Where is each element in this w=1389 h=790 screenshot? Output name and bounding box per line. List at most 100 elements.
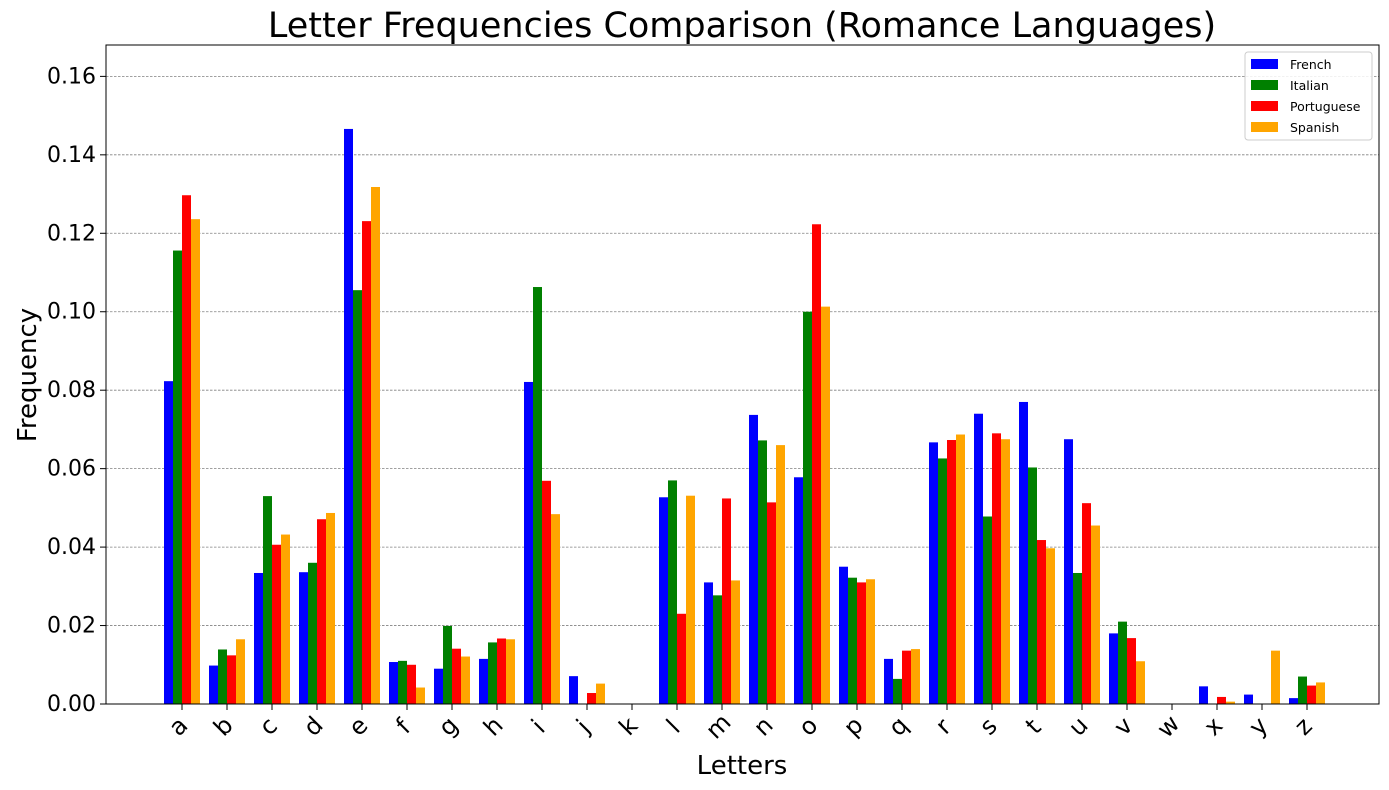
y-axis-ticks: 0.00 0.02 0.04 0.06 0.08 0.10 0.12 0.14 0.16 (47, 64, 106, 717)
bar-italian-n (758, 440, 767, 704)
bar-italian-l (668, 480, 677, 704)
bar-spanish-d (326, 512, 335, 704)
y-tick-label: 0.16 (47, 64, 96, 89)
bar-spanish-t (1046, 548, 1055, 704)
bar-french-s (974, 413, 983, 704)
y-axis-label: Frequency (13, 308, 43, 442)
bar-portuguese-x (1217, 696, 1226, 704)
bar-spanish-m (731, 580, 740, 704)
bar-italian-g (443, 625, 452, 704)
bar-portuguese-t (1037, 540, 1046, 704)
bar-italian-z (1298, 676, 1307, 704)
y-tick-label: 0.00 (47, 692, 96, 717)
bar-italian-m (713, 595, 722, 704)
bar-portuguese-d (317, 519, 326, 704)
bar-portuguese-c (272, 544, 281, 704)
x-axis-label: Letters (697, 751, 788, 781)
bar-spanish-n (776, 445, 785, 704)
bar-french-q (884, 658, 893, 704)
bar-italian-p (848, 577, 857, 704)
bar-spanish-i (551, 514, 560, 704)
bar-french-g (434, 668, 443, 704)
bar-french-m (704, 582, 713, 704)
bar-portuguese-g (452, 648, 461, 704)
chart-title: Letter Frequencies Comparison (Romance L… (268, 6, 1216, 46)
legend-swatch-italian (1251, 80, 1278, 90)
bar-spanish-x (1226, 701, 1235, 704)
bar-portuguese-j (587, 693, 596, 704)
bar-french-u (1064, 439, 1073, 704)
bar-french-d (299, 572, 308, 704)
bar-portuguese-m (722, 498, 731, 704)
y-tick-label: 0.10 (47, 300, 96, 325)
bar-portuguese-v (1127, 638, 1136, 704)
bar-spanish-v (1136, 661, 1145, 704)
legend: French Italian Portuguese Spanish (1244, 51, 1373, 141)
bar-italian-s (983, 516, 992, 704)
bar-spanish-b (236, 639, 245, 704)
bar-portuguese-q (902, 650, 911, 704)
y-tick-label: 0.14 (47, 143, 96, 168)
bar-spanish-q (911, 649, 920, 704)
legend-swatch-portuguese (1251, 101, 1278, 111)
legend-label-spanish: Spanish (1290, 120, 1339, 135)
bar-portuguese-a (182, 195, 191, 704)
bar-spanish-g (461, 656, 470, 704)
bar-spanish-f (416, 687, 425, 704)
bar-portuguese-o (812, 224, 821, 705)
bar-french-x (1199, 686, 1208, 704)
bar-italian-o (803, 311, 812, 704)
bar-italian-q (893, 678, 902, 704)
bar-french-z (1289, 698, 1298, 704)
bar-french-t (1019, 401, 1028, 704)
bar-portuguese-l (677, 613, 686, 704)
bar-portuguese-f (407, 664, 416, 704)
bar-portuguese-n (767, 502, 776, 704)
bar-italian-u (1073, 572, 1082, 704)
bar-italian-d (308, 562, 317, 704)
bar-spanish-z (1316, 682, 1325, 704)
y-tick-label: 0.06 (47, 457, 96, 482)
bar-french-a (164, 381, 173, 704)
legend-label-italian: Italian (1290, 78, 1329, 93)
bar-french-p (839, 566, 848, 704)
y-tick-label: 0.04 (47, 535, 96, 560)
legend-label-portuguese: Portuguese (1290, 99, 1361, 114)
bar-french-y (1244, 694, 1253, 704)
bar-portuguese-r (947, 440, 956, 704)
bar-spanish-o (821, 306, 830, 704)
bar-french-l (659, 497, 668, 704)
bar-portuguese-p (857, 582, 866, 704)
legend-swatch-french (1251, 59, 1278, 69)
bar-italian-c (263, 496, 272, 704)
bar-spanish-h (506, 639, 515, 704)
bar-portuguese-b (227, 655, 236, 704)
bar-portuguese-i (542, 480, 551, 704)
y-tick-label: 0.08 (47, 378, 96, 403)
bar-french-v (1109, 633, 1118, 704)
bar-spanish-r (956, 434, 965, 704)
bar-spanish-u (1091, 525, 1100, 704)
bar-french-n (749, 414, 758, 704)
bar-spanish-p (866, 579, 875, 704)
bar-italian-i (533, 287, 542, 704)
bar-spanish-l (686, 495, 695, 704)
bar-french-e (344, 128, 353, 705)
bar-portuguese-u (1082, 503, 1091, 704)
bar-french-o (794, 477, 803, 704)
legend-box (1244, 51, 1373, 141)
bar-spanish-e (371, 186, 380, 705)
bar-italian-a (173, 250, 182, 705)
bar-french-j (569, 676, 578, 704)
bar-french-h (479, 658, 488, 704)
bar-portuguese-s (992, 433, 1001, 704)
bar-italian-e (353, 290, 362, 704)
bar-italian-v (1118, 621, 1127, 704)
bar-french-c (254, 572, 263, 704)
bar-french-f (389, 662, 398, 704)
bar-spanish-c (281, 534, 290, 704)
bar-spanish-a (191, 219, 200, 704)
bar-portuguese-z (1307, 685, 1316, 704)
bar-spanish-j (596, 683, 605, 704)
